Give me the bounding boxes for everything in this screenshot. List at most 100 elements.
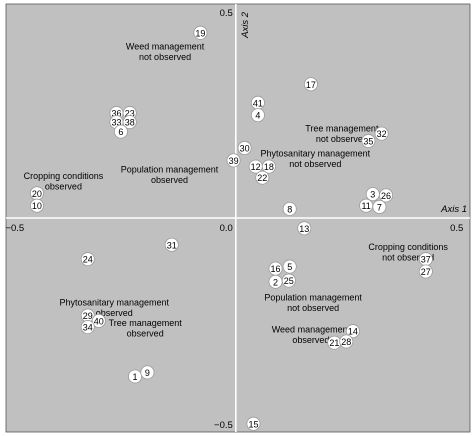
point-marker: [226, 153, 241, 168]
point-label: 20: [32, 189, 42, 199]
annotation-line: Phytosanitary management: [59, 298, 169, 308]
x-tick-label: 0.5: [450, 223, 463, 234]
data-point: 38: [122, 115, 137, 130]
point-marker: [80, 320, 95, 335]
data-point: 22: [255, 170, 270, 185]
data-point: 27: [418, 264, 433, 279]
point-marker: [80, 252, 95, 267]
annotation-line: Weed management: [272, 324, 351, 334]
annotation-line: Population management: [264, 292, 362, 302]
annotation-line: Cropping conditions: [24, 171, 104, 181]
point-marker: [282, 259, 297, 274]
point-label: 16: [271, 264, 281, 274]
point-marker: [29, 198, 44, 213]
point-label: 26: [381, 191, 391, 201]
data-point: 4: [250, 108, 265, 123]
point-label: 12: [251, 162, 261, 172]
data-point: 24: [80, 252, 95, 267]
annotation-line: not observed: [289, 159, 341, 169]
annotation-line: Phytosanitary management: [261, 148, 371, 158]
point-marker: [164, 237, 179, 252]
point-marker: [128, 369, 143, 384]
point-label: 22: [257, 173, 267, 183]
data-point: 30: [237, 141, 252, 156]
data-point: 41: [250, 95, 265, 110]
point-marker: [418, 264, 433, 279]
point-label: 37: [421, 255, 431, 265]
point-label: 9: [145, 368, 150, 378]
point-label: 36: [111, 109, 121, 119]
annotation-line: not observed: [287, 303, 339, 313]
data-point: 8: [282, 201, 297, 216]
point-label: 15: [248, 419, 258, 429]
point-marker: [122, 115, 137, 130]
point-marker: [113, 124, 128, 139]
point-marker: [297, 221, 312, 236]
data-point: 39: [226, 153, 241, 168]
point-label: 41: [253, 98, 263, 108]
data-point: 40: [91, 313, 106, 328]
y-axis-title: Axis 2: [240, 11, 251, 39]
point-label: 28: [341, 337, 351, 347]
point-label: 25: [284, 276, 294, 286]
point-label: 2: [273, 277, 278, 287]
data-point: 26: [379, 188, 394, 203]
data-point: 15: [246, 416, 261, 431]
annotation-line: Tree management: [109, 318, 183, 328]
point-label: 8: [287, 204, 292, 214]
data-point: 3: [365, 187, 380, 202]
point-label: 18: [264, 162, 274, 172]
x-axis-title: Axis 1: [440, 204, 467, 215]
data-point: 1: [128, 369, 143, 384]
point-marker: [345, 324, 360, 339]
data-point: 18: [261, 159, 276, 174]
annotation-line: observed: [45, 181, 82, 191]
data-point: 16: [268, 261, 283, 276]
point-label: 27: [421, 267, 431, 277]
point-label: 33: [111, 118, 121, 128]
point-label: 11: [361, 201, 370, 211]
data-point: 17: [303, 77, 318, 92]
annotation-line: observed: [151, 175, 188, 185]
data-point: 9: [140, 365, 155, 380]
point-marker: [303, 77, 318, 92]
point-marker: [374, 126, 389, 141]
point-marker: [140, 365, 155, 380]
data-point: 21: [327, 335, 342, 350]
data-point: 5: [282, 259, 297, 274]
point-label: 34: [83, 323, 93, 333]
x-tick-label: 0.0: [220, 223, 233, 234]
point-label: 19: [195, 28, 205, 38]
point-label: 35: [363, 137, 373, 147]
data-point: 6: [113, 124, 128, 139]
axes: Axis 1 Axis 2: [6, 4, 470, 432]
data-point: 2: [268, 274, 283, 289]
point-label: 5: [287, 262, 292, 272]
point-marker: [193, 25, 208, 40]
annotation-line: not observed: [316, 134, 368, 144]
point-label: 6: [118, 127, 123, 137]
point-label: 30: [240, 144, 250, 154]
point-label: 21: [329, 338, 339, 348]
point-label: 1: [133, 372, 138, 382]
point-marker: [91, 313, 106, 328]
annotation-line: Population management: [121, 165, 219, 175]
point-marker: [281, 273, 296, 288]
annotation-line: observed: [96, 308, 133, 318]
point-marker: [339, 334, 354, 349]
point-marker: [255, 170, 270, 185]
data-point: 28: [339, 334, 354, 349]
